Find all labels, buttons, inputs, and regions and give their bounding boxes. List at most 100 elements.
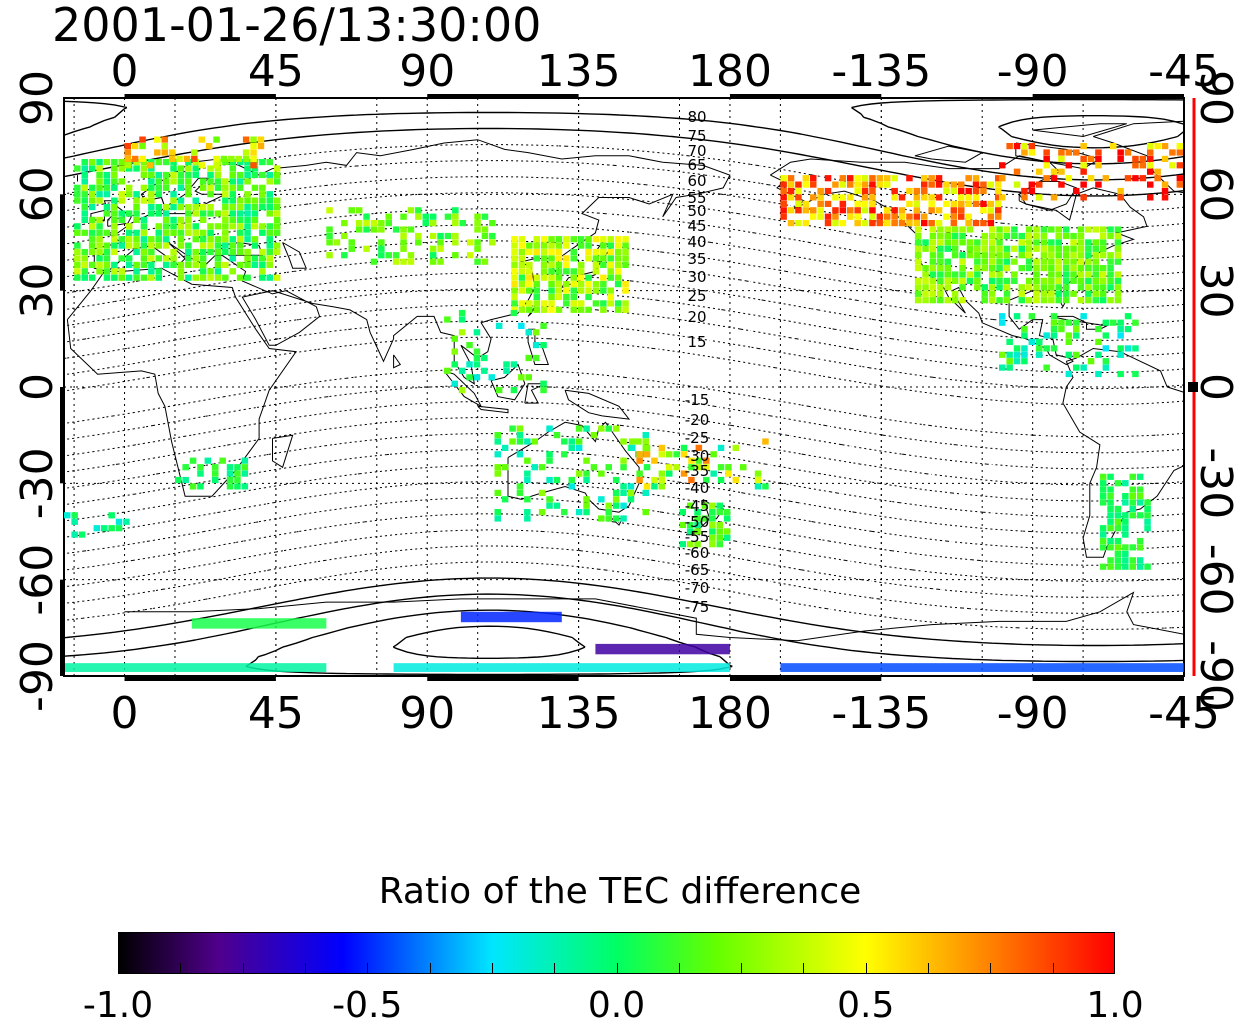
tec-pixel bbox=[958, 201, 965, 207]
contour-label: 25 bbox=[687, 287, 706, 305]
tec-pixel bbox=[252, 210, 259, 216]
tec-pixel bbox=[170, 172, 177, 178]
tec-pixel bbox=[227, 471, 234, 477]
tec-pixel bbox=[200, 204, 207, 210]
tec-pixel bbox=[1115, 557, 1122, 563]
tec-pixel bbox=[82, 185, 89, 191]
tec-pixel bbox=[659, 477, 666, 483]
tec-pixel bbox=[207, 165, 214, 171]
tec-pixel bbox=[222, 217, 229, 223]
tec-pixel bbox=[1029, 188, 1036, 194]
tec-pixel bbox=[104, 159, 111, 165]
tec-pixel bbox=[474, 226, 481, 232]
tec-pixel bbox=[556, 281, 563, 287]
tec-pixel bbox=[1103, 320, 1110, 326]
tec-pixel bbox=[914, 194, 921, 200]
tec-pixel bbox=[82, 230, 89, 236]
tec-pixel bbox=[952, 226, 959, 232]
tec-pixel bbox=[1058, 169, 1065, 175]
tec-pixel bbox=[1033, 278, 1040, 284]
tec-pixel bbox=[221, 156, 228, 162]
tec-pixel bbox=[148, 198, 155, 204]
tec-pixel bbox=[519, 275, 526, 281]
tec-pixel bbox=[185, 223, 192, 229]
tec-pixel bbox=[178, 262, 185, 268]
tec-pixel bbox=[1041, 252, 1048, 258]
tec-pixel bbox=[511, 255, 518, 261]
tec-pixel bbox=[213, 162, 220, 168]
tec-pixel bbox=[945, 278, 952, 284]
tec-pixel bbox=[193, 255, 200, 261]
tec-pixel bbox=[511, 310, 518, 316]
tec-pixel bbox=[495, 490, 502, 496]
tec-pixel bbox=[1100, 284, 1107, 290]
tec-pixel bbox=[207, 191, 214, 197]
contour-label: 80 bbox=[687, 108, 706, 126]
tec-pixel bbox=[207, 249, 214, 255]
tec-pixel bbox=[556, 236, 563, 242]
tec-pixel bbox=[244, 275, 251, 281]
tec-pixel bbox=[178, 172, 185, 178]
tec-pixel bbox=[620, 458, 627, 464]
tec-pixel bbox=[1107, 538, 1114, 544]
tec-pixel bbox=[1162, 194, 1169, 200]
tec-pixel bbox=[1066, 332, 1073, 338]
tec-pixel bbox=[156, 268, 163, 274]
contour-label: 20 bbox=[687, 308, 706, 326]
tec-pixel bbox=[930, 239, 937, 245]
tec-pixel bbox=[989, 284, 996, 290]
tec-pixel bbox=[999, 194, 1006, 200]
tec-pixel bbox=[563, 281, 570, 287]
tec-pixel bbox=[622, 300, 629, 306]
tec-pixel bbox=[1070, 259, 1077, 265]
tec-pixel bbox=[133, 262, 140, 268]
tec-pixel bbox=[182, 464, 189, 470]
tec-pixel bbox=[408, 207, 415, 213]
tec-pixel bbox=[563, 300, 570, 306]
tec-pixel bbox=[709, 515, 716, 521]
tec-pixel bbox=[163, 255, 170, 261]
tec-pixel bbox=[1115, 544, 1122, 550]
tec-pixel bbox=[1115, 564, 1122, 570]
tec-pixel bbox=[1144, 564, 1151, 570]
tec-pixel bbox=[952, 291, 959, 297]
tec-pixel bbox=[222, 191, 229, 197]
tec-pixel bbox=[1063, 271, 1070, 277]
left-lat-label: 30 bbox=[12, 263, 63, 319]
tec-pixel bbox=[1011, 278, 1018, 284]
tec-pixel bbox=[222, 223, 229, 229]
tec-pixel bbox=[877, 175, 884, 181]
tec-pixel bbox=[606, 503, 613, 509]
tec-pixel bbox=[230, 198, 237, 204]
tec-pixel bbox=[1056, 284, 1063, 290]
tec-pixel bbox=[1088, 358, 1095, 364]
tec-pixel bbox=[725, 464, 732, 470]
tec-pixel bbox=[154, 149, 161, 155]
tec-pixel bbox=[119, 236, 126, 242]
tec-pixel bbox=[111, 230, 118, 236]
tec-pixel bbox=[973, 201, 980, 207]
tec-pixel bbox=[386, 220, 393, 226]
tec-pixel bbox=[788, 207, 795, 213]
tec-pixel bbox=[125, 149, 132, 155]
tec-pixel bbox=[193, 236, 200, 242]
tec-pixel bbox=[1011, 233, 1018, 239]
tec-pixel bbox=[666, 471, 673, 477]
tec-pixel bbox=[1130, 506, 1137, 512]
tec-pixel bbox=[1103, 358, 1110, 364]
tec-pixel bbox=[788, 182, 795, 188]
tec-pixel bbox=[452, 336, 459, 342]
tec-pixel bbox=[511, 300, 518, 306]
tec-pixel bbox=[74, 223, 81, 229]
tec-pixel bbox=[242, 471, 249, 477]
tec-pixel bbox=[207, 223, 214, 229]
tec-pixel bbox=[539, 464, 546, 470]
tec-pixel bbox=[569, 438, 576, 444]
tec-pixel bbox=[1093, 252, 1100, 258]
tec-pixel bbox=[583, 458, 590, 464]
tec-pixel bbox=[474, 349, 481, 355]
tec-pixel bbox=[899, 214, 906, 220]
tec-pixel bbox=[854, 188, 861, 194]
tec-pixel bbox=[408, 226, 415, 232]
tec-pixel bbox=[945, 284, 952, 290]
